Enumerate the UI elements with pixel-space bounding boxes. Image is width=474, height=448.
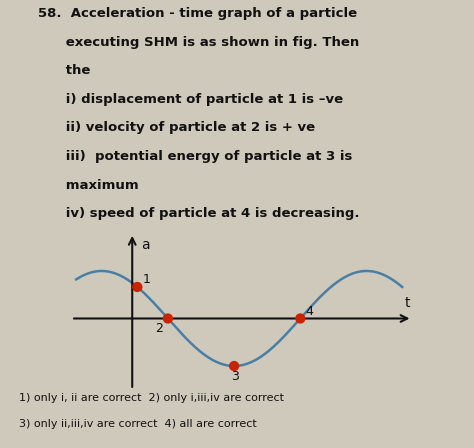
- Text: 3: 3: [231, 370, 239, 383]
- Text: iv) speed of particle at 4 is decreasing.: iv) speed of particle at 4 is decreasing…: [38, 207, 359, 220]
- Text: 58.  Acceleration - time graph of a particle: 58. Acceleration - time graph of a parti…: [38, 7, 357, 20]
- Text: 4: 4: [306, 305, 313, 318]
- Text: 2: 2: [155, 323, 163, 336]
- Text: iii)  potential energy of particle at 3 is: iii) potential energy of particle at 3 i…: [38, 150, 352, 163]
- Point: [164, 315, 172, 322]
- Text: 3) only ii,iii,iv are correct  4) all are correct: 3) only ii,iii,iv are correct 4) all are…: [19, 419, 257, 429]
- Point: [297, 315, 304, 322]
- Text: i) displacement of particle at 1 is –ve: i) displacement of particle at 1 is –ve: [38, 93, 343, 106]
- Text: 1) only i, ii are correct  2) only i,iii,iv are correct: 1) only i, ii are correct 2) only i,iii,…: [19, 393, 284, 403]
- Text: ii) velocity of particle at 2 is + ve: ii) velocity of particle at 2 is + ve: [38, 121, 315, 134]
- Text: executing SHM is as shown in fig. Then: executing SHM is as shown in fig. Then: [38, 36, 359, 49]
- Point: [134, 284, 141, 291]
- Text: a: a: [141, 238, 150, 252]
- Text: maximum: maximum: [38, 179, 138, 192]
- Text: 1: 1: [143, 273, 150, 286]
- Point: [230, 362, 238, 370]
- Text: the: the: [38, 65, 90, 78]
- Text: t: t: [404, 296, 410, 310]
